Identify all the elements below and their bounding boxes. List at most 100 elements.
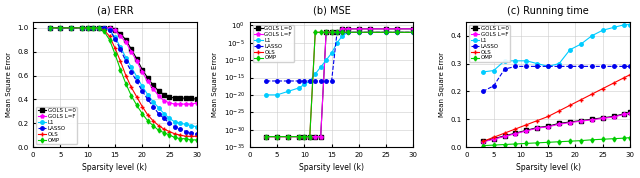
OLS: [545, 115, 552, 117]
L1: [68, 27, 76, 29]
L1: [312, 73, 319, 75]
GOLS L=0: [171, 97, 179, 99]
GOLS L=0: [193, 98, 200, 100]
OMP: [479, 145, 486, 147]
OLS: [149, 120, 157, 122]
OMP: [133, 104, 141, 106]
GOLS L=0: [533, 127, 541, 129]
Legend: GOLS L=0, GOLS L=F, L1, LASSO, OLS, OMP: GOLS L=0, GOLS L=F, L1, LASSO, OLS, OMP: [36, 107, 77, 144]
L1: [588, 35, 596, 37]
L1: [490, 69, 497, 72]
LASSO: [155, 113, 163, 115]
GOLS L=0: [490, 138, 497, 140]
Y-axis label: Mean Square Error: Mean Square Error: [439, 52, 445, 117]
OLS: [599, 88, 607, 90]
OLS: [56, 27, 64, 29]
OLS: [284, 135, 292, 138]
OMP: [155, 129, 163, 131]
OMP: [273, 135, 281, 138]
OLS: [344, 31, 352, 33]
GOLS L=0: [355, 28, 363, 30]
GOLS L=F: [182, 103, 189, 105]
Line: LASSO: LASSO: [48, 26, 198, 136]
OLS: [556, 110, 563, 112]
OMP: [610, 138, 618, 140]
GOLS L=F: [545, 126, 552, 128]
L1: [545, 65, 552, 67]
Y-axis label: Mean Square Error: Mean Square Error: [212, 52, 218, 117]
LASSO: [284, 80, 292, 82]
LASSO: [273, 80, 281, 82]
GOLS L=0: [284, 135, 292, 138]
OLS: [500, 132, 508, 134]
L1: [106, 29, 113, 31]
GOLS L=0: [182, 97, 189, 99]
LASSO: [106, 29, 113, 31]
LASSO: [149, 105, 157, 108]
OLS: [106, 35, 113, 37]
OLS: [127, 86, 135, 88]
LASSO: [533, 65, 541, 67]
Line: LASSO: LASSO: [481, 65, 632, 93]
LASSO: [100, 27, 108, 29]
GOLS L=F: [490, 138, 497, 140]
OLS: [166, 130, 173, 133]
OMP: [533, 142, 541, 144]
Line: OLS: OLS: [481, 72, 632, 144]
OLS: [301, 135, 308, 138]
LASSO: [410, 31, 417, 33]
OMP: [599, 138, 607, 140]
GOLS L=0: [328, 31, 335, 33]
GOLS L=0: [79, 27, 86, 29]
GOLS L=0: [144, 77, 152, 79]
GOLS L=0: [599, 117, 607, 119]
LASSO: [599, 65, 607, 67]
OMP: [333, 31, 341, 33]
LASSO: [45, 27, 53, 29]
OLS: [382, 31, 390, 33]
LASSO: [122, 60, 130, 62]
LASSO: [171, 126, 179, 128]
GOLS L=F: [133, 60, 141, 62]
LASSO: [610, 65, 618, 67]
GOLS L=F: [284, 135, 292, 138]
LASSO: [144, 98, 152, 100]
OMP: [106, 39, 113, 41]
GOLS L=0: [90, 27, 97, 29]
GOLS L=0: [177, 97, 184, 99]
OMP: [500, 143, 508, 146]
Line: GOLS L=F: GOLS L=F: [481, 111, 632, 144]
Line: GOLS L=F: GOLS L=F: [48, 26, 198, 106]
LASSO: [90, 27, 97, 29]
L1: [328, 52, 335, 54]
OMP: [317, 31, 324, 33]
GOLS L=F: [533, 127, 541, 129]
L1: [100, 27, 108, 29]
OMP: [366, 31, 374, 33]
LASSO: [339, 31, 346, 33]
L1: [344, 31, 352, 33]
OMP: [166, 134, 173, 136]
OMP: [116, 69, 124, 71]
LASSO: [306, 80, 314, 82]
L1: [262, 94, 270, 96]
GOLS L=0: [500, 135, 508, 137]
GOLS L=F: [382, 28, 390, 30]
GOLS L=F: [393, 28, 401, 30]
LASSO: [262, 80, 270, 82]
Title: (c) Running time: (c) Running time: [508, 6, 589, 15]
LASSO: [545, 65, 552, 67]
GOLS L=0: [111, 29, 119, 31]
LASSO: [490, 85, 497, 87]
LASSO: [111, 38, 119, 40]
OMP: [382, 31, 390, 33]
LASSO: [393, 31, 401, 33]
X-axis label: Sparsity level (k): Sparsity level (k): [83, 163, 147, 172]
OMP: [621, 137, 628, 139]
L1: [111, 36, 119, 38]
OLS: [111, 47, 119, 49]
GOLS L=F: [556, 123, 563, 125]
OLS: [339, 31, 346, 33]
OLS: [95, 27, 102, 29]
GOLS L=0: [511, 132, 519, 134]
